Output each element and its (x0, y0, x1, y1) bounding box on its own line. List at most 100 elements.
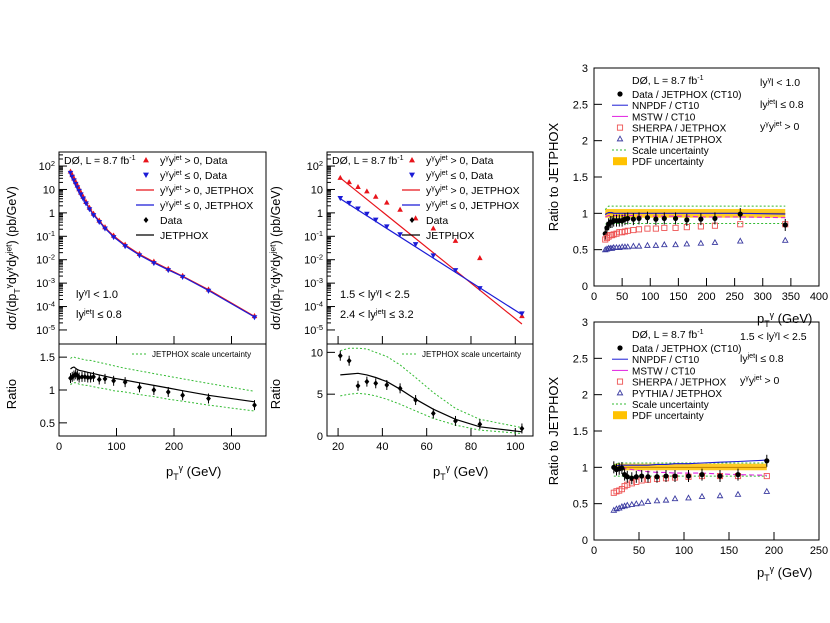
data-point-opposite-sign (71, 178, 77, 184)
x-tick-label: 200 (765, 545, 783, 557)
data-point-same-sign (430, 225, 437, 231)
data-point (782, 222, 788, 228)
data-point (624, 474, 630, 480)
y-tick-label: 0 (582, 281, 588, 293)
x-tick-label: 0 (56, 441, 62, 453)
sherpa-point (737, 221, 744, 228)
y-tick-label: 10-4 (36, 299, 55, 313)
legend-label: yγyjet ≤ 0, Data (426, 169, 493, 182)
data-point-opposite-sign (74, 185, 81, 191)
legend-band (613, 157, 627, 166)
data-point (636, 215, 642, 222)
x-tick-label: 250 (810, 545, 828, 557)
legend-marker (617, 345, 623, 351)
data-point-opposite-sign (86, 207, 93, 213)
ratio-data-point (96, 376, 102, 383)
legend-marker (143, 217, 149, 223)
y-tick-label: 102 (39, 159, 55, 173)
sherpa-point (635, 226, 643, 233)
x-tick-label: 250 (725, 291, 743, 303)
data-point-opposite-sign (355, 206, 361, 212)
y-tick-label: 1 (582, 208, 588, 220)
ratio-data-point (75, 372, 80, 379)
pythia-point (644, 497, 652, 505)
x-tick-label: 150 (669, 291, 687, 303)
legend-marker (143, 157, 149, 163)
experiment-label: DØ, L = 8.7 fb-1 (632, 328, 704, 341)
ratio-data-point (355, 382, 361, 389)
y-tick-label: 10 (311, 184, 323, 196)
y-axis-label: Ratio to JETPHOX (546, 122, 561, 231)
legend-label: Data (160, 215, 182, 227)
legend-label: Data / JETPHOX (CT10) (632, 344, 741, 355)
data-point (625, 215, 631, 222)
sherpa-point (763, 473, 770, 480)
legend-label: MSTW / CT10 (632, 366, 696, 377)
data-point-opposite-sign (83, 201, 89, 207)
ratio-data-point (111, 377, 117, 384)
data-point-opposite-sign (337, 196, 344, 202)
data-point-opposite-sign (96, 219, 103, 225)
scale-legend-label: JETPHOX scale uncertainty (152, 350, 251, 359)
legend-label: Data (426, 215, 448, 227)
sherpa-point (652, 225, 659, 232)
x-tick-label: 100 (675, 545, 693, 557)
sherpa-point (672, 224, 679, 231)
data-point (663, 473, 669, 479)
scale-legend-label: JETPHOX scale uncertainty (422, 350, 521, 359)
data-point-same-sign (372, 193, 379, 199)
y-axis-label: dσ/(dpTγdyγdyjet) (pb/GeV) (267, 186, 286, 330)
data-point-opposite-sign (346, 200, 352, 206)
pythia-point (736, 237, 744, 244)
x-axis-label: pTγ (GeV) (166, 463, 221, 482)
legend-marker (616, 124, 624, 131)
y-axis-label: dσ/(dpTγdyγdyjet) (pb/GeV) (3, 186, 22, 330)
y-tick-label: 10-2 (304, 253, 323, 267)
x-tick-label: 40 (376, 441, 388, 453)
x-tick-label: 50 (633, 545, 645, 557)
pythia-point (652, 241, 660, 248)
legend-marker (143, 172, 149, 178)
scale-up-line (340, 347, 522, 429)
ratio-y-tick-label: 0.5 (40, 418, 55, 430)
x-axis-label: pTγ (GeV) (433, 463, 488, 482)
data-point-opposite-sign (372, 217, 379, 223)
pythia-point (734, 490, 742, 497)
legend-marker (616, 135, 624, 142)
data-point-opposite-sign (384, 224, 390, 230)
ratio-data-point (165, 388, 171, 395)
ratio-data-point (91, 373, 96, 380)
pythia-point (638, 499, 646, 506)
legend-label: NNPDF / CT10 (632, 101, 700, 112)
legend-label: Data / JETPHOX (CT10) (632, 90, 741, 101)
y-tick-label: 1.5 (573, 426, 588, 438)
data-point-opposite-sign (69, 174, 76, 180)
jetphox-ratio-line (340, 372, 522, 433)
legend-marker (616, 378, 624, 385)
x-tick-label: 0 (591, 291, 597, 303)
ratio-y-tick-label: 10 (311, 347, 323, 359)
scale-down-line (340, 392, 522, 434)
data-point (737, 211, 743, 217)
pythia-point (644, 241, 651, 248)
x-tick-label: 80 (465, 441, 477, 453)
cut-label: yγyjet > 0 (760, 120, 800, 133)
ratio-data-point (477, 421, 483, 428)
y-tick-label: 10-4 (304, 299, 323, 313)
jetphox-same-sign-line (339, 177, 523, 325)
ratio-data-point (252, 402, 257, 409)
data-point (699, 472, 705, 478)
legend-label: PDF uncertainty (632, 157, 704, 168)
data-point-same-sign (355, 183, 361, 190)
ratio-data-point (206, 395, 211, 402)
data-point-same-sign (477, 255, 483, 261)
y-tick-label: 0 (582, 535, 588, 547)
ratio-data-point (384, 381, 390, 388)
data-point-opposite-sign (110, 235, 117, 241)
ratio-data-point (71, 372, 77, 379)
ratio-data-point (151, 387, 157, 393)
data-point-opposite-sign (477, 286, 483, 292)
pythia-point (763, 487, 771, 494)
x-tick-label: 350 (782, 291, 800, 303)
sherpa-point (644, 225, 651, 232)
